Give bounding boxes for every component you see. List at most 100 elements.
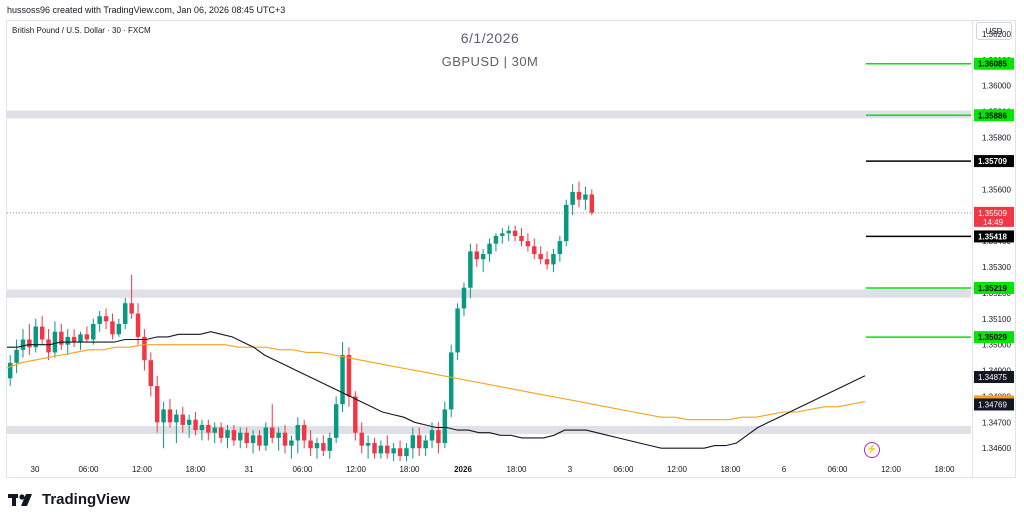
candle-body (378, 445, 384, 454)
zone-band (7, 289, 971, 298)
x-tick-label: 06:00 (78, 465, 99, 474)
candle-body (148, 360, 154, 387)
price-tag (974, 398, 1014, 411)
x-tick-label: 18:00 (399, 465, 420, 474)
candle-body (455, 308, 460, 353)
level-price-label: 1.36085 (978, 60, 1007, 69)
x-tick-label: 30 (31, 465, 40, 474)
candle-body (129, 303, 134, 314)
candle-body (404, 448, 409, 456)
candle-body (423, 440, 428, 449)
level-price-tag (974, 57, 1014, 70)
candle-body (346, 355, 352, 397)
candle-body (135, 313, 141, 337)
candle-body (174, 414, 179, 423)
candle-body (46, 339, 51, 353)
chart-date-title: 6/1/2026 (460, 30, 520, 46)
x-tick-label: 12:00 (667, 465, 688, 474)
candle-body (27, 339, 32, 348)
x-tick-label: 18:00 (185, 465, 206, 474)
y-tick-label: 1.35800 (982, 134, 1011, 143)
candle-body (71, 336, 77, 343)
tradingview-wordmark: TradingView (42, 491, 131, 508)
candle-body (225, 430, 230, 438)
candle-body (321, 443, 326, 451)
candle-body (493, 235, 499, 244)
candle-body (110, 321, 115, 335)
candle-body (365, 443, 371, 446)
candle-body (78, 334, 83, 343)
candle-body (206, 424, 211, 433)
y-tick-label: 1.35100 (982, 315, 1011, 324)
y-tick-label: 1.35600 (982, 185, 1011, 194)
price-axis[interactable] (972, 20, 1016, 478)
candle-body (103, 316, 109, 322)
price-tag-label: 1.35509 (978, 209, 1007, 218)
candle-body (474, 251, 479, 260)
candle-body (161, 409, 166, 423)
candle-body (257, 435, 262, 446)
candle-body (180, 414, 185, 425)
candle-body (461, 287, 467, 309)
candle-body (391, 448, 396, 454)
candle-body (442, 409, 448, 444)
level-price-label: 1.35219 (978, 284, 1007, 293)
lightning-icon[interactable]: ⚡ (864, 442, 880, 458)
candle-body (212, 427, 217, 433)
tradingview-logo[interactable]: TradingView (8, 491, 130, 508)
x-tick-label: 06:00 (827, 465, 848, 474)
candle-body (448, 352, 454, 410)
level-price-label: 1.35709 (978, 157, 1007, 166)
candle-body (289, 440, 294, 446)
x-tick-label: 31 (245, 465, 254, 474)
x-tick-label: 06:00 (292, 465, 313, 474)
level-price-tag (974, 331, 1014, 344)
candle-body (116, 323, 122, 335)
candle-body (314, 443, 320, 449)
candle-body (123, 303, 128, 324)
candle-body (487, 243, 492, 255)
candle-body (564, 204, 569, 242)
candle-body (544, 259, 550, 265)
level-price-tag (974, 230, 1014, 243)
ema-slow-line (6, 344, 866, 421)
currency-button[interactable]: USD (976, 22, 1012, 40)
price-tag-countdown: 14:49 (983, 218, 1004, 227)
chart-instrument-title: GBPUSD | 30M (441, 54, 539, 69)
candle-body (308, 440, 313, 449)
level-price-tag (974, 155, 1014, 168)
candle-body (589, 194, 595, 213)
candle-body (65, 336, 70, 345)
candle-body (263, 427, 269, 446)
y-tick-label: 1.34700 (982, 418, 1011, 427)
candle-body (372, 443, 377, 454)
price-tag-label: 1.34875 (978, 373, 1007, 382)
level-price-tag (974, 281, 1014, 294)
candle-body (512, 230, 518, 236)
candle-body (52, 331, 58, 353)
y-tick-label: 1.36200 (982, 30, 1011, 39)
candle-body (295, 424, 301, 441)
attribution-text: hussoss96 created with TradingView.com, … (7, 5, 286, 15)
level-price-tag (974, 109, 1014, 122)
chart-pane[interactable] (6, 20, 972, 478)
candle-body (570, 191, 575, 205)
candle-body (270, 427, 275, 438)
y-tick-label: 1.34600 (982, 444, 1011, 453)
zone-band (7, 110, 971, 119)
price-tag (974, 371, 1014, 384)
candle-body (410, 435, 416, 449)
candle-body (84, 334, 90, 340)
candle-body (436, 430, 441, 444)
candle-body (301, 424, 307, 441)
candle-body (244, 432, 249, 444)
candle-body (500, 233, 505, 236)
tradingview-mark-icon (8, 492, 36, 508)
ema-fast-line (7, 331, 866, 449)
candle-body (218, 427, 224, 438)
x-tick-label: 3 (568, 465, 573, 474)
candle-body (193, 419, 198, 431)
x-tick-label: 12:00 (132, 465, 153, 474)
symbol-legend: British Pound / U.S. Dollar · 30 · FXCM (12, 26, 151, 35)
